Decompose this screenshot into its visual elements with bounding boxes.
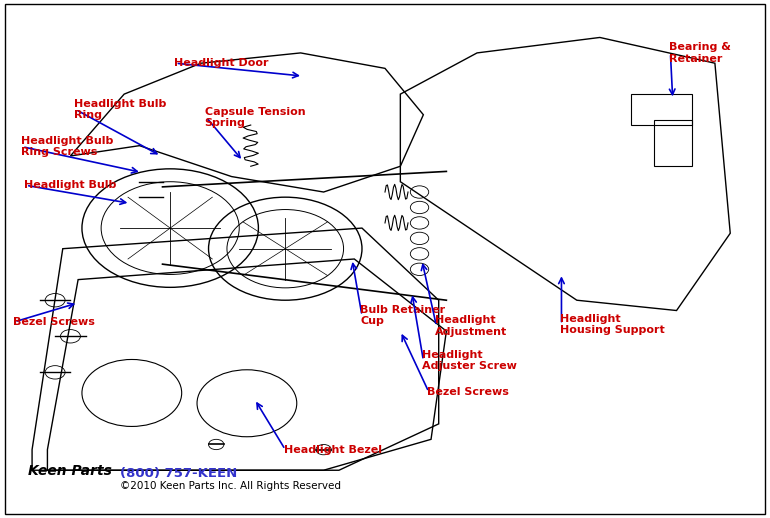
Text: Headlight Bulb: Headlight Bulb — [25, 180, 117, 190]
Text: Headlight
Adjustment: Headlight Adjustment — [435, 315, 507, 337]
Text: Bezel Screws: Bezel Screws — [427, 387, 509, 397]
Text: ©2010 Keen Parts Inc. All Rights Reserved: ©2010 Keen Parts Inc. All Rights Reserve… — [120, 481, 341, 491]
Text: (800) 757-KEEN: (800) 757-KEEN — [120, 467, 238, 480]
Text: Bulb Retainer
Cup: Bulb Retainer Cup — [360, 305, 446, 326]
Text: Bezel Screws: Bezel Screws — [13, 317, 95, 327]
Text: Headlight
Housing Support: Headlight Housing Support — [560, 313, 665, 335]
Text: Headlight Bulb
Ring: Headlight Bulb Ring — [74, 99, 166, 120]
Text: Headlight Door: Headlight Door — [174, 58, 269, 68]
Bar — [654, 120, 692, 166]
Text: Headlight Bulb
Ring Screws: Headlight Bulb Ring Screws — [21, 136, 113, 157]
Text: Headlight Bezel: Headlight Bezel — [283, 444, 382, 455]
Bar — [631, 94, 692, 125]
Text: Headlight
Adjuster Screw: Headlight Adjuster Screw — [422, 350, 517, 371]
Text: Bearing &
Retainer: Bearing & Retainer — [669, 42, 731, 64]
Text: Capsule Tension
Spring: Capsule Tension Spring — [205, 107, 306, 128]
Text: Keen Parts: Keen Parts — [28, 464, 112, 478]
